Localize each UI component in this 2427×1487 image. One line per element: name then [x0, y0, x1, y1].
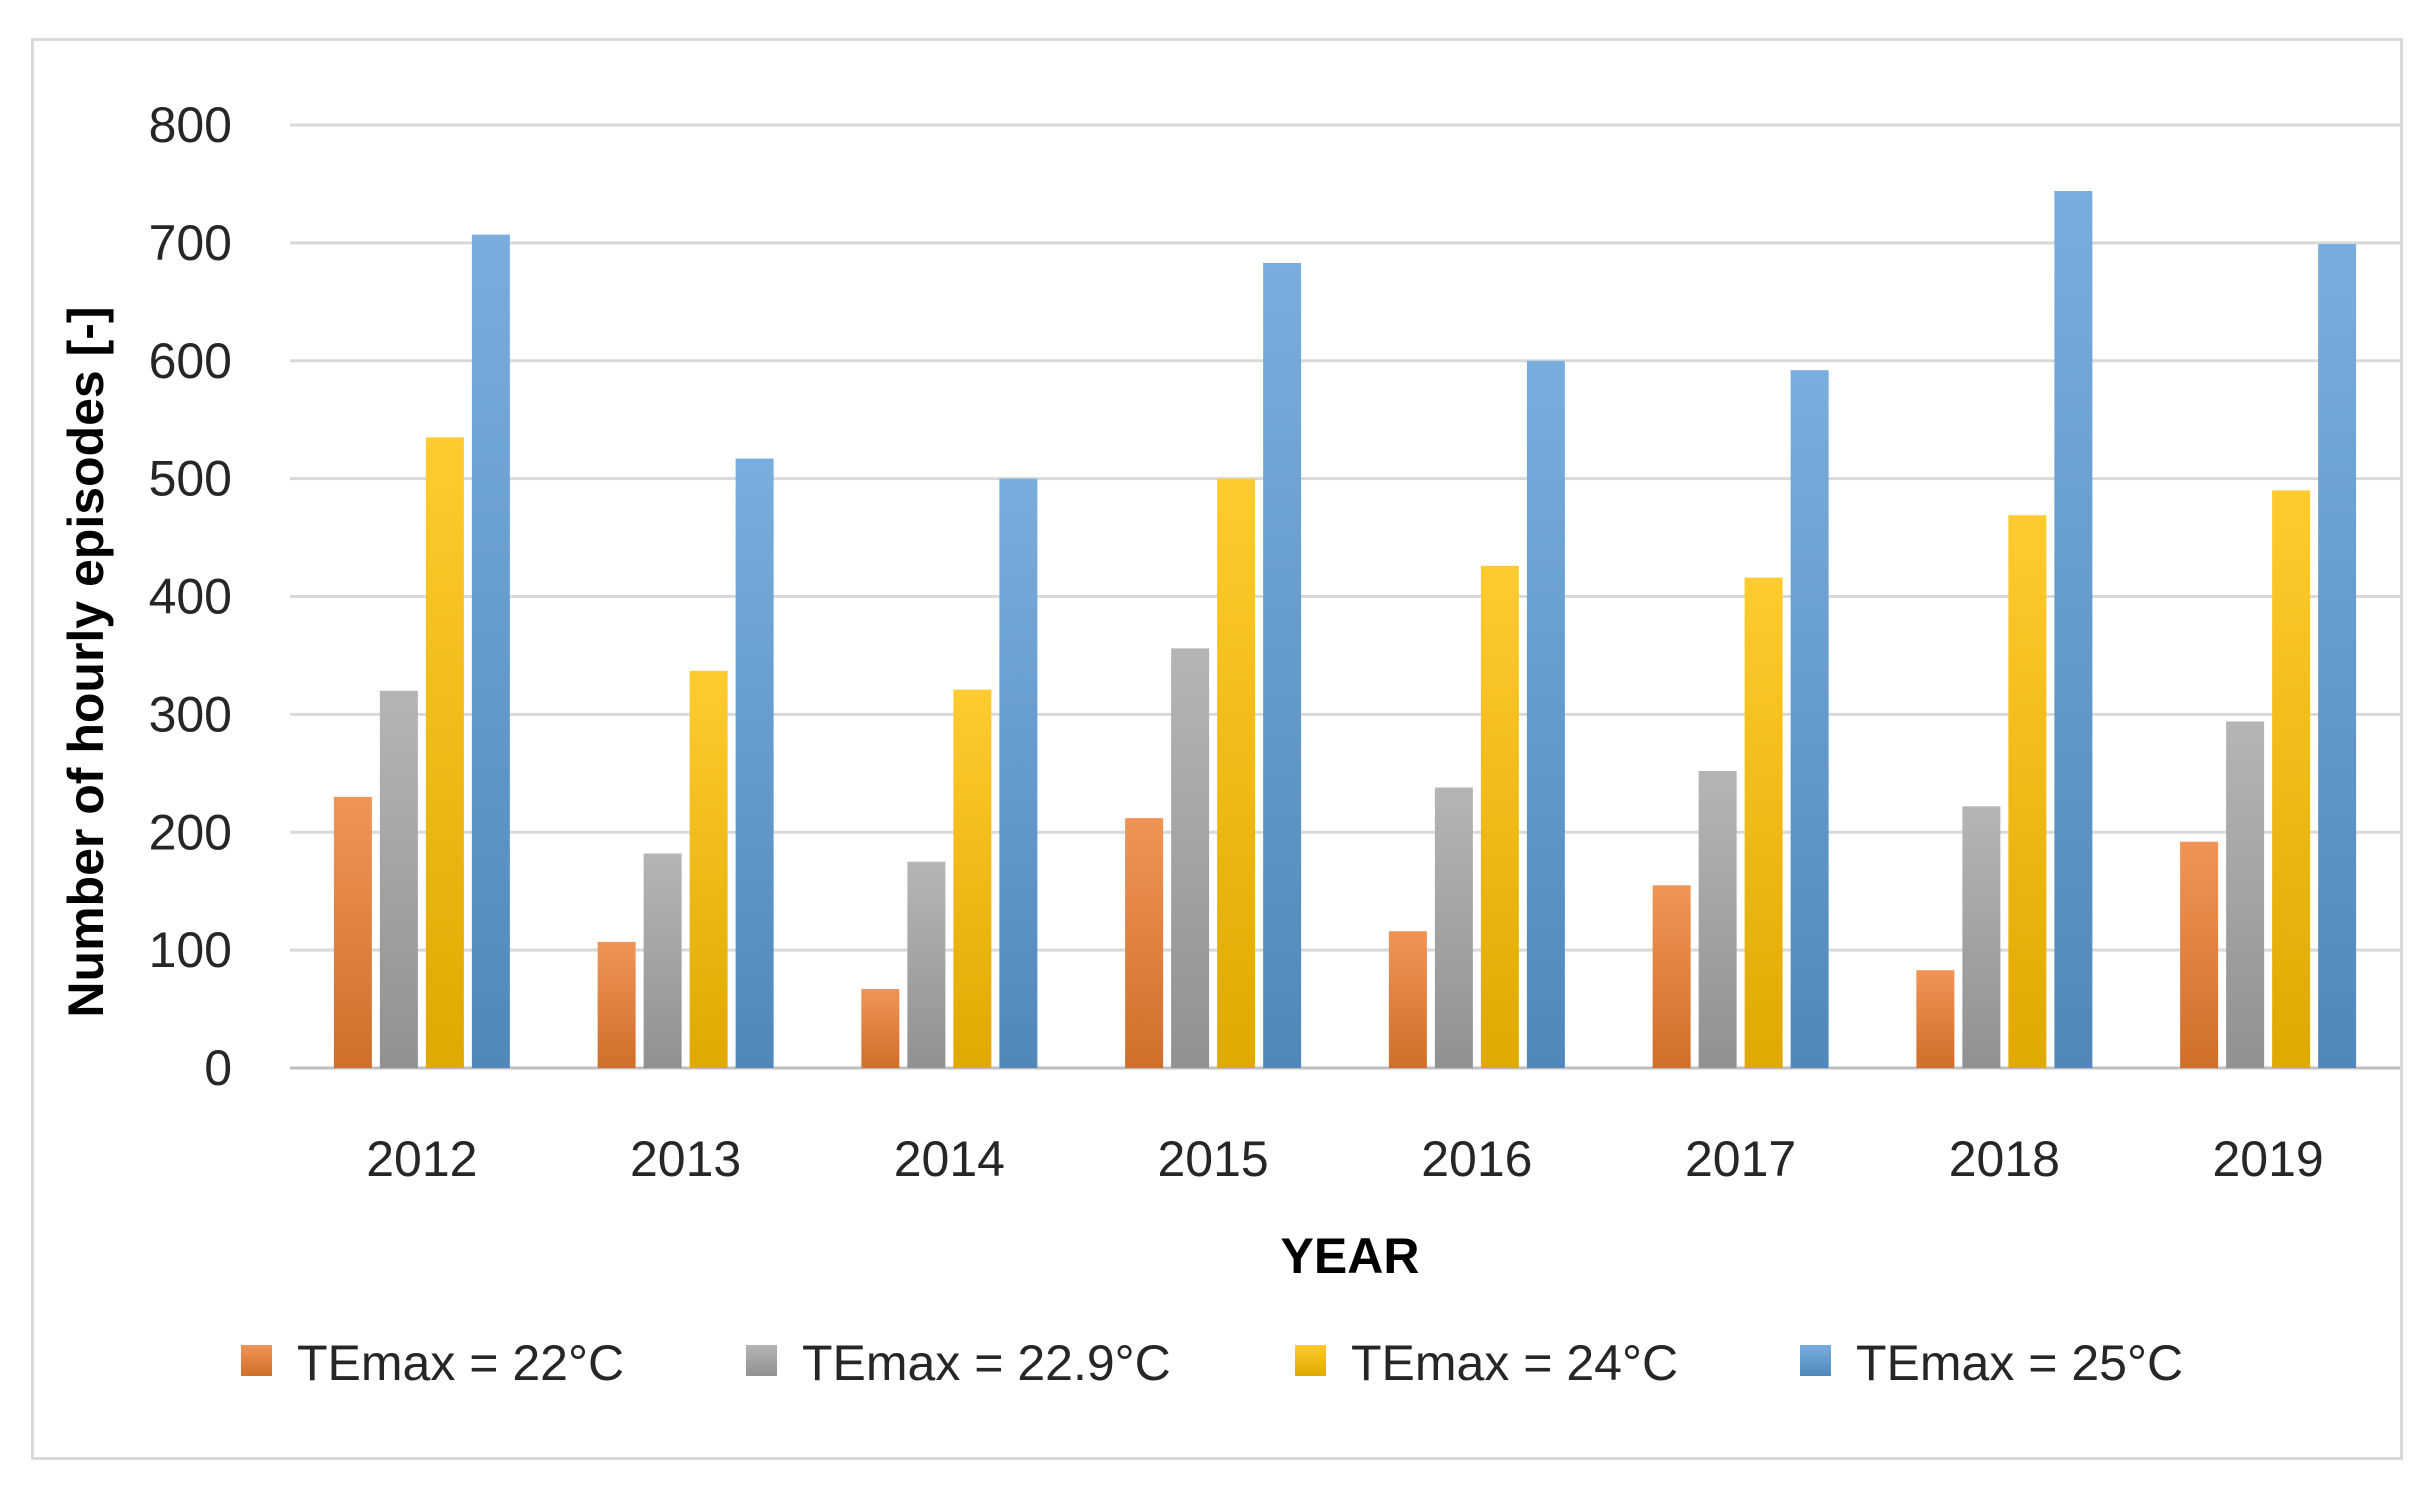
bar-2013-series-3	[689, 670, 728, 1068]
bar-2019-series-3	[2272, 490, 2311, 1069]
legend-swatch	[746, 1345, 777, 1376]
bar-2017-series-3	[1744, 577, 1783, 1068]
y-axis-title: Number of hourly episodes [-]	[58, 306, 114, 1017]
x-tick-label: 2014	[894, 1131, 1005, 1187]
bar-2012-series-4	[471, 234, 510, 1068]
bar-2018-series-2	[1962, 806, 2001, 1068]
bar-2015-series-1	[1125, 818, 1164, 1068]
bar-2013-series-2	[643, 853, 682, 1068]
bar-2018-series-4	[2054, 191, 2093, 1068]
x-tick-label: 2017	[1685, 1131, 1796, 1187]
x-tick-label: 2019	[2213, 1131, 2324, 1187]
bar-2012-series-1	[333, 796, 372, 1068]
bar-2013-series-1	[597, 941, 636, 1068]
y-tick-label: 800	[149, 97, 232, 153]
bar-2019-series-2	[2226, 721, 2265, 1068]
bar-2018-series-3	[2008, 515, 2047, 1068]
bar-2012-series-3	[425, 437, 464, 1068]
bar-2014-series-2	[907, 861, 946, 1068]
gridlines	[290, 123, 2400, 1070]
bar-2016-series-1	[1388, 931, 1427, 1068]
x-axis-ticks: 2012 2013 2014 2015 2016 2017 2018 2019	[366, 1131, 2323, 1187]
bar-2015-series-2	[1171, 648, 1210, 1068]
legend-label: TEmax = 24°C	[1351, 1335, 1678, 1391]
bar-2014-series-1	[861, 989, 900, 1068]
legend-swatch	[241, 1345, 272, 1376]
y-tick-label: 300	[149, 686, 232, 742]
bar-2015-series-4	[1263, 262, 1302, 1068]
y-axis-ticks: 0 100 200 300 400 500 600 700 800	[149, 97, 232, 1096]
bar-2016-series-2	[1434, 787, 1473, 1068]
x-tick-label: 2012	[366, 1131, 477, 1187]
y-tick-label: 400	[149, 569, 232, 625]
x-tick-label: 2016	[1421, 1131, 1532, 1187]
legend-swatch	[1295, 1345, 1326, 1376]
bars	[333, 191, 2357, 1069]
bar-2016-series-4	[1526, 360, 1565, 1068]
y-tick-label: 700	[149, 215, 232, 271]
x-tick-label: 2015	[1158, 1131, 1269, 1187]
legend-label: TEmax = 22°C	[297, 1335, 624, 1391]
x-tick-label: 2018	[1949, 1131, 2060, 1187]
y-tick-label: 0	[204, 1040, 232, 1096]
legend-label: TEmax = 22.9°C	[802, 1335, 1171, 1391]
bar-2012-series-2	[379, 690, 418, 1068]
bar-2014-series-4	[999, 478, 1038, 1068]
y-tick-label: 200	[149, 804, 232, 860]
y-tick-label: 100	[149, 922, 232, 978]
bar-2014-series-3	[953, 689, 992, 1068]
x-tick-label: 2013	[630, 1131, 741, 1187]
y-tick-label: 500	[149, 451, 232, 507]
bar-2019-series-1	[2180, 841, 2219, 1068]
bar-2017-series-1	[1652, 885, 1691, 1068]
bar-2013-series-4	[735, 458, 774, 1068]
legend-label: TEmax = 25°C	[1856, 1335, 2183, 1391]
legend-swatch	[1800, 1345, 1831, 1376]
bar-2018-series-1	[1916, 970, 1955, 1068]
bar-2017-series-2	[1698, 770, 1737, 1068]
x-axis-title: YEAR	[1281, 1228, 1420, 1284]
bar-2015-series-3	[1217, 478, 1256, 1068]
bar-2017-series-4	[1790, 370, 1829, 1068]
bar-2016-series-3	[1480, 565, 1519, 1068]
y-tick-label: 600	[149, 333, 232, 389]
legend: TEmax = 22°C TEmax = 22.9°C TEmax = 24°C TE…	[241, 1335, 2183, 1391]
bar-2019-series-4	[2318, 244, 2357, 1068]
